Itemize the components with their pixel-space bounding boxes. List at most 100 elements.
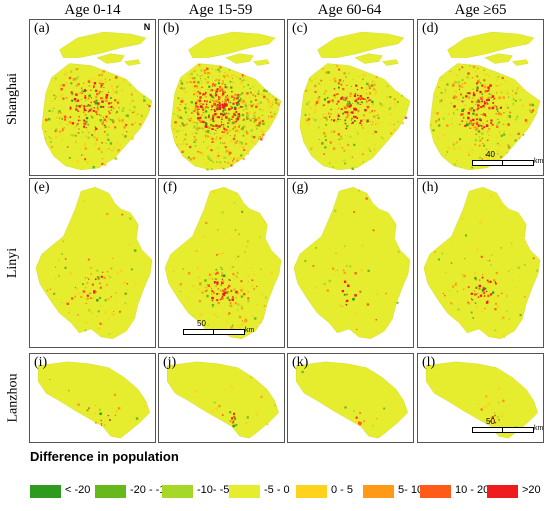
legend-swatch [95,485,126,498]
population-cell [85,123,87,125]
population-cell [355,98,358,101]
population-cell [356,101,360,105]
population-cell [221,94,224,97]
population-cell [323,104,325,106]
population-cell [454,283,457,286]
population-cell [114,76,118,79]
population-cell [359,99,362,101]
population-cell [246,106,249,109]
population-cell [50,141,52,143]
population-cell [315,106,317,109]
population-cell [187,118,189,120]
population-cell [216,281,219,284]
population-cell [234,302,237,305]
population-cell [211,99,214,102]
population-cell [344,162,346,165]
population-cell [253,117,256,119]
population-cell [90,107,93,110]
population-cell [199,105,203,108]
population-cell [481,93,484,95]
population-cell [373,83,376,86]
population-cell [215,129,217,132]
population-cell [179,125,181,127]
population-cell [206,168,209,171]
population-cell [108,275,109,276]
population-cell [486,290,488,293]
population-cell [54,77,57,80]
population-cell [265,296,267,299]
population-cell [89,267,91,269]
population-cell [312,265,315,267]
population-cell [246,118,248,121]
population-cell [224,134,227,137]
population-cell [51,110,54,113]
population-cell [210,99,212,101]
population-cell [110,295,112,298]
population-cell [192,314,194,317]
population-cell [397,121,399,123]
population-cell [187,115,189,117]
population-cell [345,127,348,130]
population-cell [267,102,269,104]
population-cell [193,70,196,72]
population-cell [208,116,210,119]
population-cell [375,319,377,321]
population-cell [483,256,485,259]
population-cell [194,106,196,108]
population-cell [197,90,200,93]
population-cell [273,97,275,99]
population-cell [461,113,464,116]
population-cell [334,77,336,80]
population-cell [477,67,479,69]
population-cell [226,150,229,153]
population-cell [314,286,317,289]
population-cell [353,109,355,111]
population-cell [82,290,86,293]
population-cell [93,100,96,103]
population-cell [65,97,68,99]
population-cell [366,120,369,123]
population-cell [111,93,113,95]
population-cell [512,90,514,92]
population-cell [213,84,216,87]
population-cell [342,112,345,115]
population-cell [132,111,134,114]
population-cell [85,321,88,324]
population-cell [242,158,245,160]
population-cell [184,91,187,94]
population-cell [100,97,103,100]
population-cell [437,118,440,121]
population-cell [247,274,250,277]
population-cell [336,103,338,105]
population-cell [131,91,133,93]
population-cell [354,99,357,103]
population-cell [214,83,217,86]
population-cell [488,128,491,130]
population-cell [219,104,222,106]
population-cell [204,122,208,126]
population-cell [247,297,250,300]
population-cell [214,133,216,135]
population-cell [305,102,309,106]
population-cell [467,151,470,154]
population-cell [205,221,208,225]
population-cell [506,295,508,297]
population-cell [214,278,217,281]
population-cell [488,134,490,136]
population-cell [354,294,357,297]
population-cell [473,271,477,275]
population-cell [105,96,108,99]
population-cell [490,93,492,95]
population-cell [322,116,325,119]
population-cell [116,151,118,153]
population-cell [100,115,102,117]
scale-bar-segment [213,329,245,335]
population-cell [213,125,216,127]
population-cell [503,335,506,338]
population-cell [88,131,90,134]
population-cell [346,96,348,98]
population-cell [177,110,179,112]
population-cell [193,135,196,138]
population-cell [498,111,501,115]
population-cell [101,91,103,93]
